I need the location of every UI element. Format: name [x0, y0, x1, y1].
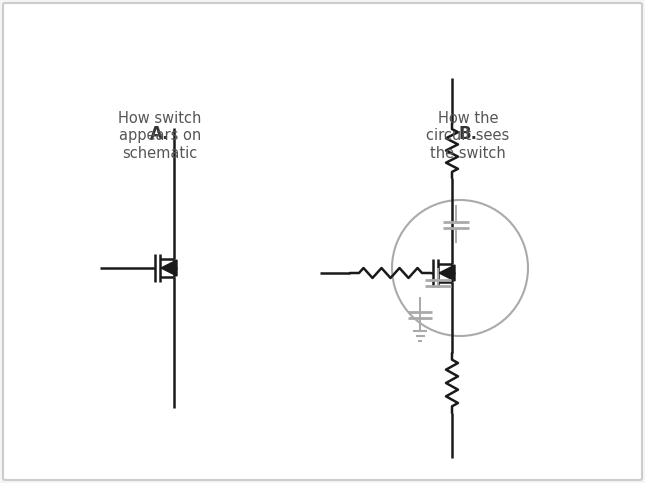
- Text: How the
circuit sees
the switch: How the circuit sees the switch: [426, 111, 510, 161]
- Polygon shape: [439, 265, 455, 281]
- FancyBboxPatch shape: [3, 3, 642, 480]
- Text: B.: B.: [459, 125, 477, 143]
- Text: A.: A.: [150, 125, 170, 143]
- Text: How switch
appears on
schematic: How switch appears on schematic: [118, 111, 202, 161]
- Polygon shape: [161, 260, 177, 276]
